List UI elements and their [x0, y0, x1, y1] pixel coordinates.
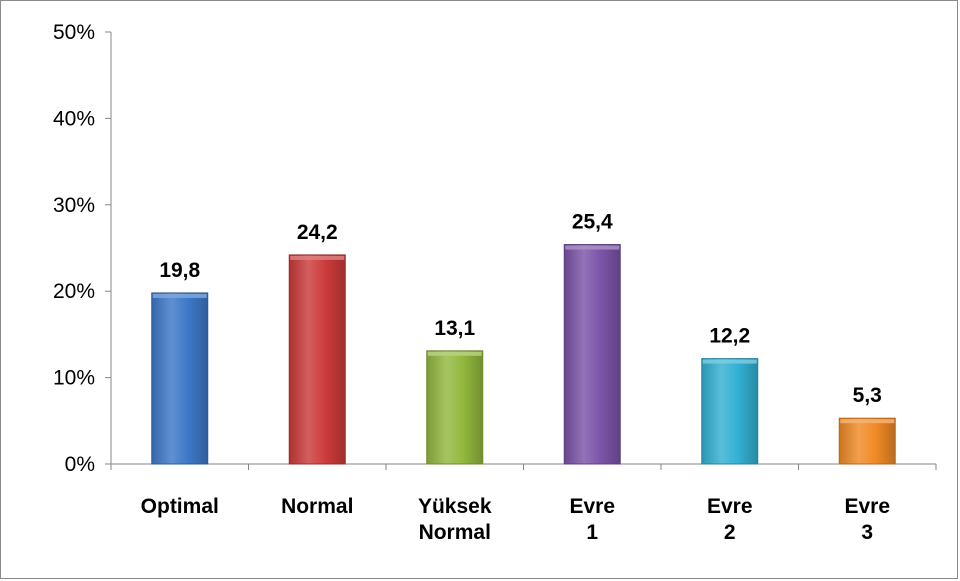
bar-evre-1 [563, 244, 621, 465]
bar-highlight [702, 359, 757, 364]
bar-yüksek-normal [426, 350, 484, 465]
axes: 0% 10% 20% 30% 40% 50% [53, 21, 937, 476]
y-tick-label: 30% [53, 194, 95, 217]
bar-highlight [427, 351, 482, 356]
labels: 19,8 Optimal 24,2 Normal 13,1 Yüksek Normal 25,… [141, 211, 890, 544]
bar-highlight [290, 255, 345, 260]
bars [151, 244, 896, 465]
category-label: Normal [281, 495, 353, 518]
bar-optimal [151, 292, 209, 465]
y-tick-label: 50% [53, 21, 95, 44]
data-label: 13,1 [434, 317, 475, 340]
y-tick-label: 40% [53, 107, 95, 130]
category-label: Evre 2 [707, 495, 753, 544]
data-label: 24,2 [297, 221, 338, 244]
bar-normal [288, 254, 346, 465]
bar-highlight [152, 293, 207, 298]
category-label: Evre 1 [569, 495, 615, 544]
data-label: 5,3 [853, 384, 882, 407]
bar-evre-3 [838, 417, 896, 465]
y-tick-label: 0% [65, 453, 95, 476]
data-label: 12,2 [709, 325, 750, 348]
category-label: Evre 3 [844, 495, 890, 544]
y-tick-label: 10% [53, 367, 95, 390]
category-label: Yüksek Normal [418, 495, 492, 544]
category-label: Optimal [141, 495, 219, 518]
data-label: 25,4 [572, 211, 613, 234]
y-tick-label: 20% [53, 280, 95, 303]
bar-evre-2 [701, 358, 759, 465]
data-label: 19,8 [159, 259, 200, 282]
bar-highlight [840, 419, 895, 424]
bar-highlight [565, 245, 620, 250]
